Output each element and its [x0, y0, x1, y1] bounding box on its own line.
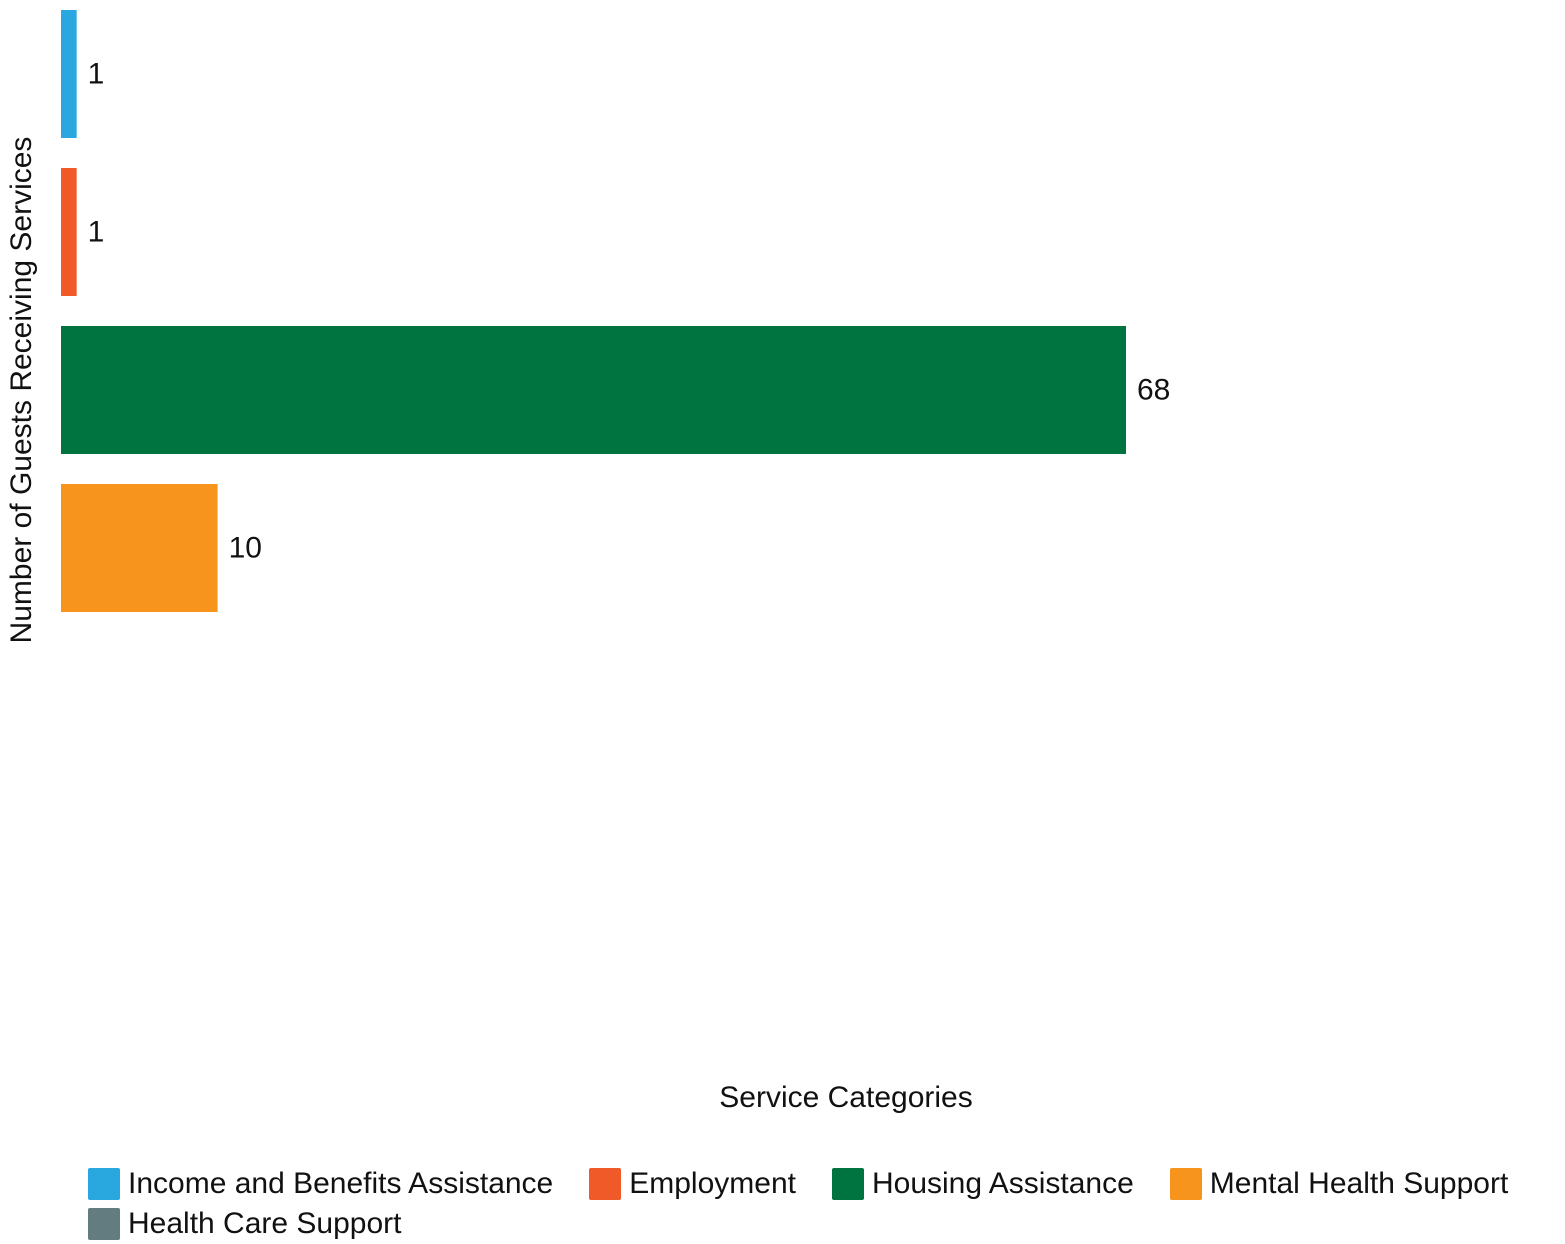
data-label: 68: [1137, 374, 1170, 407]
legend-label: Mental Health Support: [1209, 1167, 1509, 1200]
legend-row: Income and Benefits Assistance Employmen…: [88, 1164, 1558, 1204]
legend-label: Employment: [629, 1167, 796, 1200]
legend-swatch: [1169, 1168, 1202, 1200]
y-axis-label: Number of Guests Receiving Services: [5, 136, 38, 644]
data-label: 1: [88, 58, 105, 91]
data-label: 10: [229, 532, 262, 565]
legend-label: Health Care Support: [128, 1207, 402, 1240]
legend-item-housing[interactable]: Housing Assistance: [831, 1167, 1134, 1201]
legend-swatch: [589, 1168, 622, 1200]
legend-item-income-benefits[interactable]: Income and Benefits Assistance: [88, 1167, 553, 1201]
x-axis-label: Service Categories: [719, 1081, 973, 1114]
legend-swatch: [88, 1208, 120, 1240]
bar-mental-health-support[interactable]: [61, 484, 218, 612]
legend-swatch: [88, 1168, 120, 1200]
legend-label: Housing Assistance: [871, 1167, 1134, 1200]
bar-income-and-benefits-assistance[interactable]: [61, 10, 77, 138]
legend-label: Income and Benefits Assistance: [128, 1167, 554, 1200]
legend: Income and Benefits Assistance Employmen…: [88, 1164, 1558, 1244]
legend-item-health-care[interactable]: Health Care Support: [88, 1207, 402, 1241]
bar-housing-assistance[interactable]: [61, 326, 1126, 454]
bar-employment[interactable]: [61, 168, 77, 296]
legend-item-employment[interactable]: Employment: [589, 1167, 796, 1201]
legend-item-mental-health[interactable]: Mental Health Support: [1169, 1167, 1509, 1201]
data-label: 1: [88, 216, 105, 249]
legend-row: Health Care Support: [88, 1204, 1558, 1244]
legend-swatch: [831, 1168, 864, 1200]
